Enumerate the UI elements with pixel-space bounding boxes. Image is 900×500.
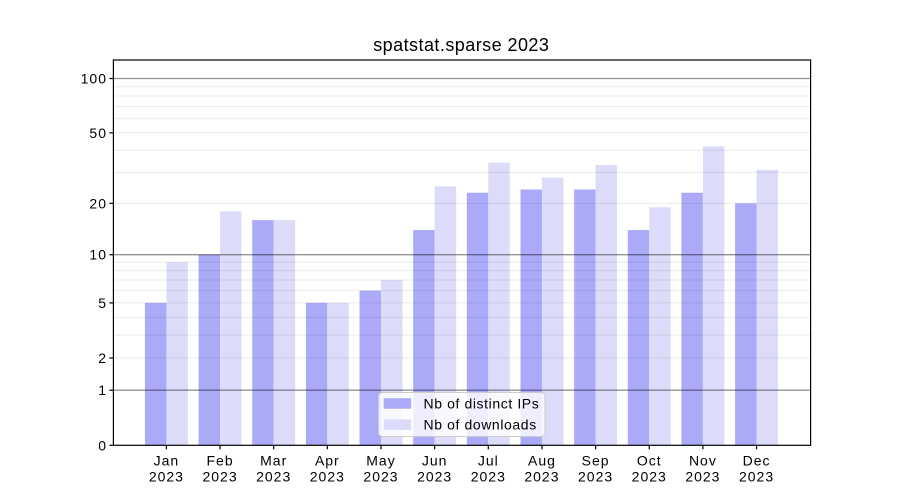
svg-text:2: 2 bbox=[98, 350, 107, 366]
svg-text:2023: 2023 bbox=[310, 468, 345, 484]
svg-text:2023: 2023 bbox=[471, 468, 506, 484]
svg-text:May: May bbox=[366, 452, 395, 468]
svg-text:Oct: Oct bbox=[637, 452, 662, 468]
svg-text:2023: 2023 bbox=[149, 468, 184, 484]
svg-text:Nov: Nov bbox=[689, 452, 717, 468]
svg-text:Dec: Dec bbox=[743, 452, 771, 468]
svg-text:50: 50 bbox=[89, 125, 107, 141]
svg-text:2023: 2023 bbox=[363, 468, 398, 484]
svg-text:20: 20 bbox=[89, 195, 107, 211]
svg-text:2023: 2023 bbox=[202, 468, 237, 484]
svg-text:Sep: Sep bbox=[582, 452, 610, 468]
svg-text:2023: 2023 bbox=[417, 468, 452, 484]
svg-text:Aug: Aug bbox=[528, 452, 556, 468]
svg-text:spatstat.sparse 2023: spatstat.sparse 2023 bbox=[373, 35, 549, 55]
svg-text:Jun: Jun bbox=[422, 452, 448, 468]
svg-text:2023: 2023 bbox=[632, 468, 667, 484]
svg-text:Jan: Jan bbox=[154, 452, 180, 468]
svg-text:2023: 2023 bbox=[578, 468, 613, 484]
svg-text:Jul: Jul bbox=[478, 452, 499, 468]
svg-text:2023: 2023 bbox=[256, 468, 291, 484]
svg-text:2023: 2023 bbox=[524, 468, 559, 484]
svg-text:5: 5 bbox=[98, 295, 107, 311]
svg-text:Apr: Apr bbox=[315, 452, 340, 468]
svg-text:Nb of downloads: Nb of downloads bbox=[424, 417, 537, 433]
svg-text:1: 1 bbox=[98, 382, 107, 398]
svg-text:0: 0 bbox=[98, 437, 107, 453]
svg-text:Feb: Feb bbox=[206, 452, 233, 468]
svg-text:Nb of distinct IPs: Nb of distinct IPs bbox=[424, 395, 540, 411]
svg-text:Mar: Mar bbox=[260, 452, 287, 468]
svg-text:2023: 2023 bbox=[739, 468, 774, 484]
svg-text:100: 100 bbox=[81, 71, 107, 87]
svg-text:10: 10 bbox=[89, 247, 107, 263]
svg-text:2023: 2023 bbox=[685, 468, 720, 484]
